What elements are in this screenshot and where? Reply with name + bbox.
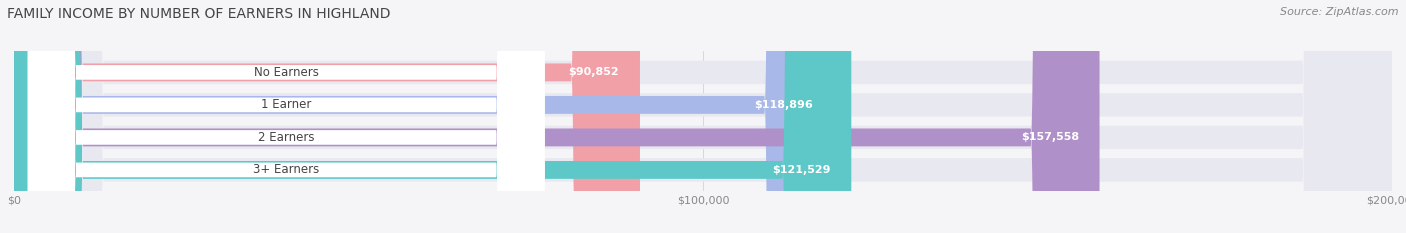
FancyBboxPatch shape [14, 0, 851, 233]
Text: No Earners: No Earners [253, 66, 319, 79]
FancyBboxPatch shape [14, 0, 834, 233]
Text: $118,896: $118,896 [754, 100, 813, 110]
FancyBboxPatch shape [28, 0, 544, 233]
FancyBboxPatch shape [14, 0, 1392, 233]
FancyBboxPatch shape [28, 0, 544, 233]
FancyBboxPatch shape [14, 0, 640, 233]
Text: $157,558: $157,558 [1021, 132, 1078, 142]
Text: 2 Earners: 2 Earners [257, 131, 315, 144]
FancyBboxPatch shape [14, 0, 1392, 233]
FancyBboxPatch shape [14, 0, 1392, 233]
FancyBboxPatch shape [14, 0, 1392, 233]
FancyBboxPatch shape [28, 0, 544, 233]
FancyBboxPatch shape [28, 0, 544, 233]
Text: FAMILY INCOME BY NUMBER OF EARNERS IN HIGHLAND: FAMILY INCOME BY NUMBER OF EARNERS IN HI… [7, 7, 391, 21]
Text: 3+ Earners: 3+ Earners [253, 163, 319, 176]
FancyBboxPatch shape [14, 0, 1099, 233]
Text: 1 Earner: 1 Earner [262, 98, 311, 111]
Text: $90,852: $90,852 [568, 67, 619, 77]
Text: $121,529: $121,529 [772, 165, 831, 175]
Text: Source: ZipAtlas.com: Source: ZipAtlas.com [1281, 7, 1399, 17]
